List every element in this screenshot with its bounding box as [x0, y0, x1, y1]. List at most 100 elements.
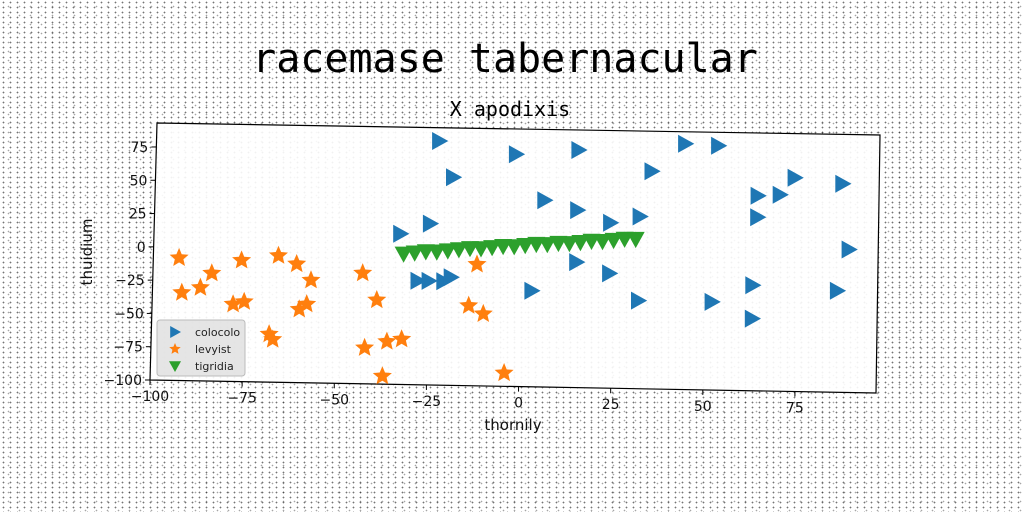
data-point-colocolo [508, 145, 526, 164]
data-point-levyist [269, 245, 288, 264]
data-point-levyist [377, 331, 397, 350]
data-point-tigridia [438, 243, 457, 260]
series-tigridia [394, 231, 645, 263]
data-point-colocolo [393, 224, 410, 243]
data-point-colocolo [422, 214, 440, 233]
data-point-colocolo [432, 132, 449, 150]
y-axis-label: thuidium [78, 219, 96, 286]
data-point-colocolo [631, 291, 648, 310]
data-point-tigridia [516, 238, 535, 255]
y-tick-label: −75 [113, 340, 143, 356]
data-point-tigridia [483, 240, 502, 257]
data-point-levyist [190, 277, 210, 296]
legend-label-colocolo: colocolo [195, 326, 240, 339]
data-point-tigridia [593, 234, 612, 251]
data-point-levyist [287, 254, 307, 273]
data-point-tigridia [604, 232, 623, 250]
data-point-tigridia [505, 239, 524, 256]
data-point-levyist [301, 270, 321, 289]
data-point-colocolo [421, 271, 438, 290]
data-point-levyist [232, 250, 252, 269]
x-tick-label: −25 [412, 394, 442, 410]
data-point-tigridia [626, 231, 645, 249]
data-point-colocolo [745, 276, 762, 295]
data-point-levyist [223, 294, 243, 313]
data-point-levyist [459, 295, 479, 314]
data-point-tigridia [405, 245, 424, 262]
data-point-colocolo [446, 168, 463, 187]
x-tick-label: −75 [227, 391, 257, 407]
data-point-levyist [202, 263, 222, 282]
data-point-colocolo [632, 207, 649, 226]
x-tick-label: 75 [786, 401, 804, 417]
data-point-colocolo [772, 185, 789, 204]
data-point-levyist [263, 329, 283, 348]
data-point-tigridia [427, 244, 446, 261]
data-point-colocolo [443, 268, 460, 287]
plot-area [149, 122, 881, 394]
data-point-levyist [172, 282, 192, 301]
data-point-colocolo [744, 309, 761, 328]
data-points [169, 132, 858, 385]
data-point-colocolo [537, 191, 554, 210]
data-point-colocolo [603, 213, 620, 232]
data-point-colocolo [678, 134, 695, 153]
y-tick-label: 25 [129, 207, 147, 223]
data-point-levyist [353, 263, 373, 282]
data-point-tigridia [538, 237, 557, 254]
data-point-tigridia [560, 236, 579, 253]
y-tick-label: 0 [137, 240, 146, 256]
legend-label-levyist: levyist [195, 343, 232, 356]
series-levyist [169, 245, 514, 385]
data-point-colocolo [571, 141, 588, 159]
data-point-levyist [494, 363, 514, 382]
data-point-levyist [297, 294, 317, 313]
legend-marker-colocolo [170, 326, 181, 338]
data-point-colocolo [711, 136, 728, 155]
data-point-colocolo [704, 292, 721, 311]
data-point-colocolo [524, 281, 541, 300]
data-point-tigridia [394, 246, 413, 263]
y-tick-label: −25 [115, 273, 145, 289]
y-tick-label: 75 [131, 140, 149, 156]
data-point-levyist [372, 366, 392, 385]
legend-marker-levyist [169, 343, 181, 354]
legend: colocolo levyist tigridia [156, 319, 246, 377]
x-tick-label: −100 [131, 389, 169, 405]
data-point-tigridia [449, 242, 468, 259]
data-point-levyist [355, 337, 375, 356]
x-tick-label: −50 [319, 392, 349, 408]
x-tick-label: 0 [514, 396, 523, 412]
data-point-colocolo [569, 253, 586, 272]
chart-subtitle: X apodixis [450, 97, 570, 121]
data-point-levyist [169, 247, 189, 266]
axis-ticks: −100 −75 −50 −25 0 25 50 75 75 50 25 0 −25 −50 −75 −100 [104, 140, 804, 417]
x-tick-label: 50 [694, 399, 712, 415]
data-point-colocolo [410, 271, 427, 290]
data-point-colocolo [750, 186, 767, 205]
legend-label-tigridia: tigridia [195, 360, 234, 373]
data-point-colocolo [841, 240, 858, 259]
data-point-levyist [367, 290, 387, 309]
data-point-colocolo [787, 168, 804, 187]
data-point-colocolo [829, 281, 847, 300]
data-point-colocolo [750, 208, 767, 227]
data-point-levyist [392, 329, 412, 348]
y-tick-label: −100 [104, 373, 142, 389]
x-tick-label: 25 [602, 397, 620, 413]
data-point-tigridia [571, 235, 590, 252]
data-point-colocolo [602, 264, 619, 283]
data-point-colocolo [644, 162, 661, 181]
data-point-levyist [467, 254, 487, 273]
data-point-colocolo [570, 201, 587, 220]
y-tick-label: −50 [114, 306, 144, 322]
data-point-tigridia [472, 241, 490, 258]
data-point-levyist [259, 324, 279, 343]
chart-title: racemase tabernacular [252, 36, 758, 82]
series-colocolo [393, 132, 858, 328]
data-point-levyist [289, 299, 309, 318]
x-axis-label: thornily [484, 416, 541, 434]
legend-marker-tigridia [169, 361, 181, 372]
y-tick-label: 50 [130, 173, 148, 189]
